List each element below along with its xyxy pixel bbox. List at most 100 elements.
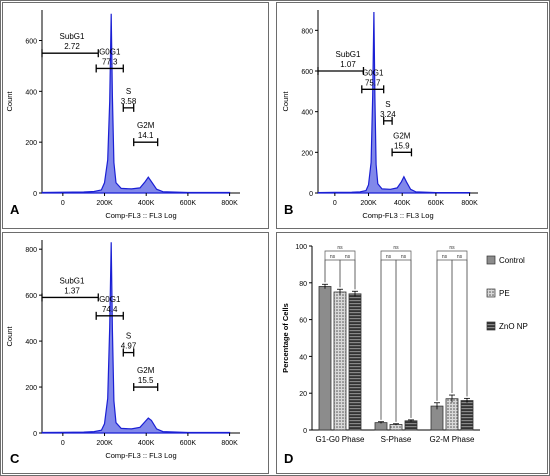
y-tick-label: 600 xyxy=(301,69,313,76)
y-tick-label: 200 xyxy=(301,150,313,157)
gate-name-label: G2M xyxy=(137,366,155,375)
histogram-panel-b: 0 200 400 600 800 0 200K 400K 600K 800K Comp-FL3 :… xyxy=(281,10,478,220)
x-tick-label: 400K xyxy=(394,200,411,207)
y-axis-title: Count xyxy=(5,326,14,347)
significance-label: ns xyxy=(337,245,343,251)
gate-value-label: 74.4 xyxy=(102,305,118,314)
significance-bracket xyxy=(380,250,412,420)
gate-value-label: 77.3 xyxy=(102,57,118,66)
histogram-area xyxy=(317,11,471,194)
y-axis-title: Percentage of Cells xyxy=(281,303,290,373)
y-tick-label: 600 xyxy=(25,293,37,300)
gate-value-label: 15.5 xyxy=(138,376,154,385)
gate-name-label: G0G1 xyxy=(362,68,384,77)
gate-value-label: 75.7 xyxy=(365,78,381,87)
x-axis-title: Comp-FL3 :: FL3 Log xyxy=(105,451,176,460)
gate-name-label: G0G1 xyxy=(99,47,121,56)
significance-bracket xyxy=(436,250,468,401)
x-axis-title: Comp-FL3 :: FL3 Log xyxy=(362,211,433,220)
gate-value-label: 3.24 xyxy=(380,110,396,119)
x-tick-label: 600K xyxy=(180,440,197,447)
significance-label: ns xyxy=(345,254,351,260)
y-tick-label: 400 xyxy=(25,89,37,96)
x-tick-label: 800K xyxy=(221,440,238,447)
y-tick-label: 0 xyxy=(33,431,37,438)
x-tick-label: 600K xyxy=(180,200,197,207)
bar-control xyxy=(374,422,388,431)
panel-d-frame xyxy=(276,232,548,474)
legend-swatch xyxy=(486,255,496,265)
gate-value-label: 1.07 xyxy=(340,60,356,69)
x-category-label: G2-M Phase xyxy=(430,435,475,444)
bar-control xyxy=(430,405,444,431)
gate-value-label: 3.58 xyxy=(121,97,137,106)
y-tick-label: 200 xyxy=(25,140,37,147)
x-category-label: G1-G0 Phase xyxy=(316,435,365,444)
y-axis-title: Count xyxy=(5,91,14,112)
significance-label: ns xyxy=(449,245,455,251)
significance-label: ns xyxy=(393,245,399,251)
x-tick-label: 200K xyxy=(96,440,113,447)
legend-label: PE xyxy=(499,289,510,298)
gate-name-label: SubG1 xyxy=(60,276,85,285)
y-tick-label: 800 xyxy=(301,28,313,35)
y-tick-label: 400 xyxy=(301,110,313,117)
y-tick-label: 60 xyxy=(299,318,307,325)
y-tick-label: 0 xyxy=(33,191,37,198)
bar-zno-np xyxy=(460,400,474,431)
x-tick-label: 800K xyxy=(461,200,478,207)
y-tick-label: 20 xyxy=(299,391,307,398)
legend-swatch xyxy=(486,321,496,331)
y-tick-label: 40 xyxy=(299,354,307,361)
panel-label-d: D xyxy=(284,451,293,466)
gate-value-label: 4.97 xyxy=(121,342,137,351)
gate-name-label: S xyxy=(126,87,131,96)
significance-label: ns xyxy=(401,254,407,260)
panel-c-frame xyxy=(2,232,269,474)
bar-control xyxy=(318,286,332,431)
y-tick-label: 80 xyxy=(299,281,307,288)
histogram-area xyxy=(41,13,231,194)
gate-name-label: G0G1 xyxy=(99,295,121,304)
bar-pe xyxy=(333,291,347,431)
panel-label-a: A xyxy=(10,202,20,217)
y-tick-label: 400 xyxy=(25,339,37,346)
legend-swatch xyxy=(486,288,496,298)
gate-name-label: SubG1 xyxy=(60,32,85,41)
significance-bracket xyxy=(380,259,397,422)
y-tick-label: 200 xyxy=(25,385,37,392)
panel-label-c: C xyxy=(10,451,20,466)
y-axis-title: Count xyxy=(281,91,290,112)
gate-value-label: 1.37 xyxy=(64,286,80,295)
x-tick-label: 400K xyxy=(138,200,155,207)
x-axis-title: Comp-FL3 :: FL3 Log xyxy=(105,211,176,220)
significance-bracket xyxy=(324,250,356,290)
significance-label: ns xyxy=(457,254,463,260)
gate-name-label: S xyxy=(385,100,390,109)
gate-name-label: S xyxy=(126,332,131,341)
legend-label: ZnO NP xyxy=(499,322,528,331)
gate-value-label: 14.1 xyxy=(138,131,154,140)
x-tick-label: 400K xyxy=(138,440,155,447)
bar-pe xyxy=(389,424,403,431)
y-tick-label: 0 xyxy=(309,191,313,198)
panel-b-frame xyxy=(276,2,548,229)
significance-bracket xyxy=(324,259,341,288)
significance-bracket xyxy=(436,259,453,401)
bar-pe xyxy=(445,398,459,431)
significance-label: ns xyxy=(386,254,392,260)
x-tick-label: 0 xyxy=(61,200,65,207)
legend-label: Control xyxy=(499,256,525,265)
gate-name-label: G2M xyxy=(137,121,155,130)
y-tick-label: 600 xyxy=(25,39,37,46)
x-tick-label: 200K xyxy=(96,200,113,207)
histogram-area xyxy=(41,242,231,434)
x-category-label: S-Phase xyxy=(381,435,412,444)
gate-value-label: 15.9 xyxy=(394,141,410,150)
x-tick-label: 200K xyxy=(360,200,377,207)
x-tick-label: 800K xyxy=(221,200,238,207)
x-tick-label: 600K xyxy=(428,200,445,207)
